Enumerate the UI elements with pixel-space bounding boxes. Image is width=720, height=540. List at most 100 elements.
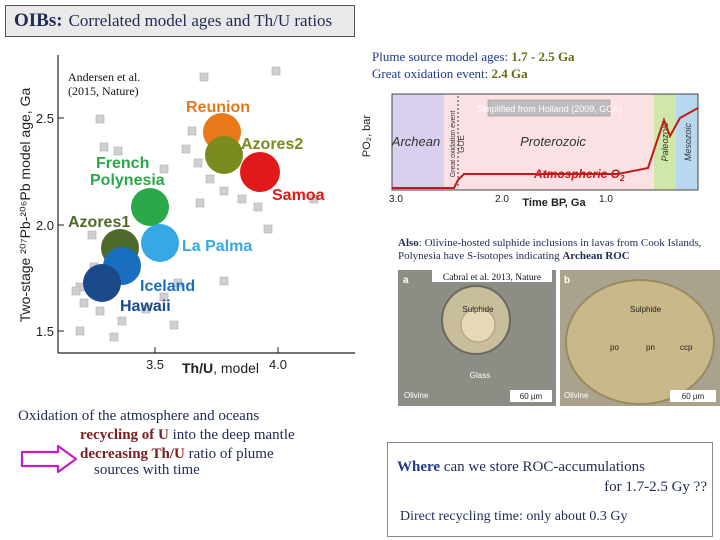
simplified-label: Simplified from Holland (2009, GCA): [476, 104, 622, 114]
proterozoic-label: Proterozoic: [520, 134, 586, 149]
sample-square: [169, 320, 179, 330]
olivine-a-label: Olivine: [404, 391, 429, 400]
oxygen-history-svg: PO₂, bar Simplified from Holland (2009, …: [361, 93, 699, 209]
cabral-citation-bg: [432, 270, 552, 282]
plume-line1-label: Plume source model ages:: [372, 49, 509, 64]
sulphide-a-label: Sulphide: [462, 305, 494, 314]
title-rest: Correlated model ages and Th/U ratios: [68, 11, 333, 30]
plot-area: [58, 55, 355, 353]
plume-line1: Plume source model ages: 1.7 - 2.5 Ga: [372, 48, 575, 65]
cabral-citation: Cabral et al. 2013, Nature: [443, 273, 541, 283]
sample-square: [71, 286, 81, 296]
also-bold: Also: [398, 237, 419, 249]
atmospheric-o2-sub: 2: [619, 174, 625, 183]
model-age-chart-svg: 2.5 2.0 1.5 3.5 4.0 Th/U, model Two-stag…: [17, 55, 355, 376]
o2-xtick: 1.0: [599, 194, 613, 205]
citation-line1: Andersen et al.: [68, 70, 141, 84]
micrograph-svg: a Sulphide Glass Olivine 60 µm b Sulphid…: [398, 270, 720, 406]
ccp-label: ccp: [680, 343, 693, 352]
atmospheric-o2-curve: [392, 107, 699, 189]
sample-square: [219, 276, 229, 286]
oxygen-history-chart: PO₂, bar Simplified from Holland (2009, …: [358, 88, 710, 212]
circle-samoa: [240, 152, 280, 192]
paleozoic-band: [654, 94, 676, 190]
sample-square: [263, 224, 273, 234]
label-iceland: Iceland: [140, 278, 195, 295]
oxidation-line2: recycling of U into the deep mantle: [18, 426, 358, 445]
oxidation-line2-rest: into the deep mantle: [168, 427, 295, 443]
sample-square: [95, 306, 105, 316]
citation-line2: (2015, Nature): [68, 84, 139, 98]
sample-square: [109, 332, 119, 342]
scale-bar-a: [510, 390, 552, 402]
po-label: po: [610, 343, 619, 352]
oxidation-line3-rest: ratio of plume: [184, 446, 274, 462]
micrograph-panel: a Sulphide Glass Olivine 60 µm b Sulphid…: [398, 270, 720, 406]
xtick-label: 4.0: [269, 357, 287, 372]
sample-square: [193, 158, 203, 168]
scale-b-label: 60 µm: [682, 392, 705, 401]
sample-square: [181, 144, 191, 154]
plume-line2-label: Great oxidation event:: [372, 66, 489, 81]
sample-square: [195, 198, 205, 208]
oxidation-line2-bold: recycling of U: [80, 427, 169, 443]
atmospheric-o2-label: Atmospheric O2: [533, 167, 625, 183]
question-box: Where can we store ROC-accumulations for…: [387, 442, 713, 537]
label-azores1: Azores1: [68, 214, 130, 231]
olivine-b-label: Olivine: [564, 391, 589, 400]
also-rest-bold: Archean ROC: [562, 250, 630, 262]
question-line2: for 1.7-2.5 Gy ??: [604, 479, 707, 495]
sample-square: [187, 126, 197, 136]
sulphide-inclusion-b: [565, 279, 715, 405]
ytick-label: 1.5: [36, 324, 54, 339]
implication-arrow-icon: [20, 444, 78, 474]
x-axis-label: Th/U, model: [182, 360, 259, 375]
oxidation-line3: decreasing Th/U ratio of plume: [18, 445, 358, 464]
title-bold: OIBs:: [14, 10, 63, 31]
oxidation-line3-bold: decreasing Th/U: [80, 446, 185, 462]
sample-square: [173, 278, 183, 288]
archean-band: [392, 94, 444, 190]
atmospheric-o2-prefix: Atmospheric O: [533, 167, 621, 181]
sample-square: [75, 326, 85, 336]
simplified-box: [487, 99, 611, 117]
sample-square: [205, 174, 215, 184]
sample-square: [79, 298, 89, 308]
plume-line1-value: 1.7 - 2.5 Ga: [511, 49, 575, 64]
sample-square: [199, 72, 209, 82]
glass-label: Glass: [470, 371, 490, 380]
direct-recycling-text: Direct recycling time: only about 0.3 Gy: [400, 509, 628, 524]
circle-hawaii: [83, 264, 121, 302]
sulphide-b-label: Sulphide: [630, 305, 662, 314]
plume-ages-text: Plume source model ages: 1.7 - 2.5 Ga Gr…: [372, 48, 575, 82]
sample-square: [113, 146, 123, 156]
ytick-label: 2.5: [36, 111, 54, 126]
question-line1: Where can we store ROC-accumulations: [397, 457, 707, 477]
question-where: Where: [397, 459, 441, 475]
goe-vertical-label: Great oxidation event: [450, 111, 457, 178]
label-french: French: [96, 155, 149, 172]
panel-a-label: a: [403, 275, 409, 286]
o2-frame: [391, 93, 699, 191]
circle-azores2: [205, 136, 243, 174]
sample-square: [159, 164, 169, 174]
sample-square: [219, 186, 229, 196]
archean-label: Archean: [391, 134, 440, 149]
panel-b-label: b: [564, 275, 570, 286]
paleozoic-label: Paleozoic: [660, 122, 670, 162]
sample-square: [271, 66, 281, 76]
sample-square: [117, 316, 127, 326]
goe-label: GOE: [457, 135, 466, 153]
sample-square: [253, 202, 263, 212]
label-reunion: Reunion: [186, 99, 250, 116]
oxidation-line1: Oxidation of the atmosphere and oceans: [18, 408, 260, 424]
label-samoa: Samoa: [272, 187, 325, 204]
scale-bar-b: [670, 390, 716, 402]
label-la-palma: La Palma: [182, 238, 252, 255]
sulphide-core-a: [460, 307, 496, 343]
label-polynesia: Polynesia: [90, 172, 165, 189]
xtick-label: 3.5: [146, 357, 164, 372]
label-hawaii: Hawaii: [120, 298, 171, 315]
circle-la-palma: [141, 224, 179, 262]
sample-square: [95, 114, 105, 124]
